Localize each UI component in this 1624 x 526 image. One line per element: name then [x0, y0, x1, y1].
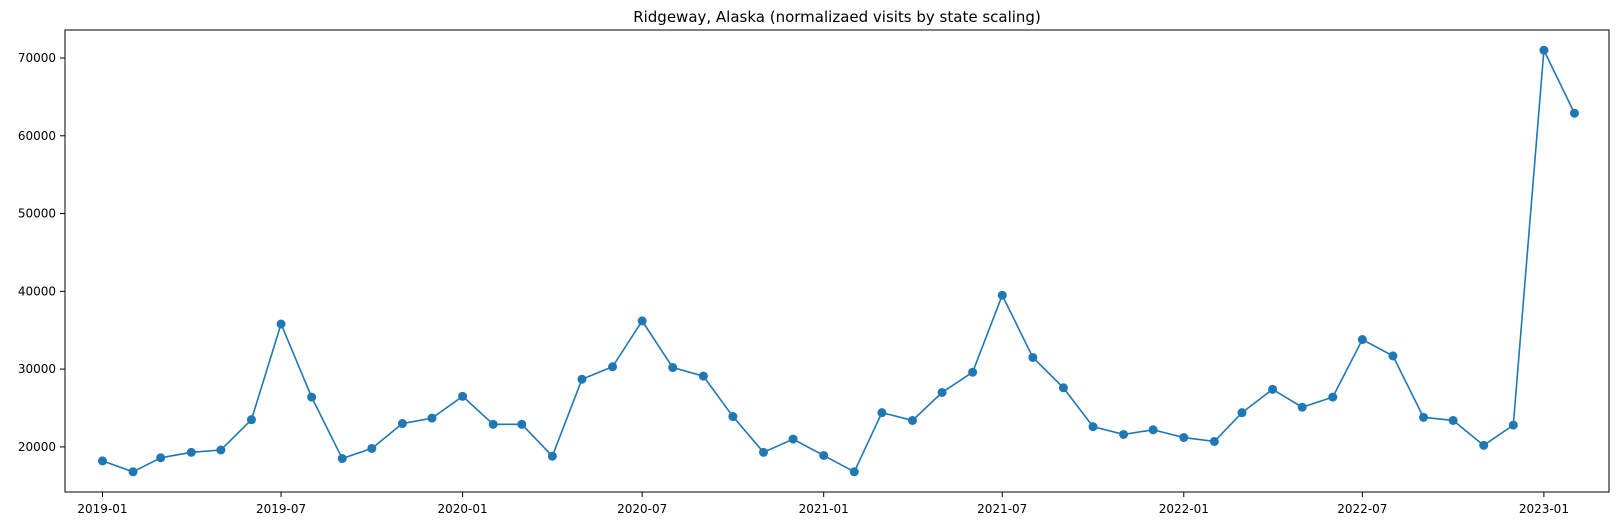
y-tick-label: 70000 [18, 51, 56, 65]
data-point [1179, 433, 1189, 443]
data-point [1028, 352, 1038, 362]
data-point [186, 447, 196, 457]
data-point [728, 412, 738, 422]
y-tick-label: 40000 [18, 284, 56, 298]
data-point [1058, 383, 1068, 393]
x-tick-label: 2019-01 [77, 502, 127, 516]
data-point [759, 447, 768, 457]
data-point [307, 392, 317, 402]
x-tick-label: 2022-01 [1159, 502, 1209, 516]
data-point [397, 419, 407, 429]
data-point [1297, 402, 1307, 412]
y-tick-label: 60000 [18, 129, 56, 143]
data-point [427, 413, 437, 423]
chart-title: Ridgeway, Alaska (normalizaed visits by … [633, 8, 1041, 26]
data-point [877, 408, 887, 418]
data-point [337, 454, 347, 464]
data-point [458, 391, 468, 401]
x-tick-label: 2022-07 [1337, 502, 1387, 516]
data-point [547, 451, 557, 461]
data-point [819, 450, 829, 460]
data-point [788, 434, 798, 444]
data-point [1328, 392, 1338, 402]
data-point [1268, 384, 1278, 394]
data-point [849, 467, 859, 477]
x-tick-label: 2020-01 [438, 502, 488, 516]
data-point [668, 363, 678, 373]
data-point [968, 367, 978, 377]
data-point [517, 419, 527, 429]
data-point [97, 456, 107, 466]
data-point [1479, 440, 1489, 450]
x-tick-label: 2019-07 [256, 502, 306, 516]
y-tick-label: 30000 [18, 362, 56, 376]
data-point [1209, 436, 1219, 446]
data-point [1148, 425, 1158, 435]
data-point [577, 374, 587, 384]
data-point [937, 387, 947, 397]
plot-frame [64, 29, 1610, 493]
series-layer [97, 45, 1579, 477]
data-point [216, 445, 226, 455]
x-axis: 2019-01 2019-07 2020-01 2020-07 2021-01 2021-… [77, 492, 1569, 516]
x-tick-label: 2023-01 [1519, 502, 1569, 516]
data-point [246, 415, 256, 425]
x-tick-label: 2020-07 [617, 502, 667, 516]
data-point [1419, 412, 1429, 422]
data-point [997, 290, 1007, 300]
data-point [907, 415, 917, 425]
data-point [1569, 108, 1579, 118]
data-point [1448, 415, 1458, 425]
data-point [128, 467, 138, 477]
y-tick-label: 20000 [18, 440, 56, 454]
data-point [1357, 335, 1367, 345]
series-line [102, 47, 1576, 473]
x-tick-label: 2021-01 [799, 502, 849, 516]
data-point [367, 443, 377, 453]
data-point [637, 316, 647, 326]
data-point [1237, 408, 1247, 418]
y-axis: 20000 30000 40000 50000 60000 70000 [18, 51, 65, 454]
data-point [276, 319, 286, 329]
data-point [488, 419, 498, 429]
data-point [1388, 351, 1398, 361]
data-point [156, 453, 166, 463]
x-tick-label: 2021-07 [977, 502, 1027, 516]
y-tick-label: 50000 [18, 207, 56, 221]
data-point [1088, 422, 1098, 432]
data-point [1539, 45, 1549, 55]
data-point [1119, 429, 1129, 439]
data-point [698, 371, 708, 381]
data-point [608, 362, 618, 372]
data-point [1508, 420, 1518, 430]
